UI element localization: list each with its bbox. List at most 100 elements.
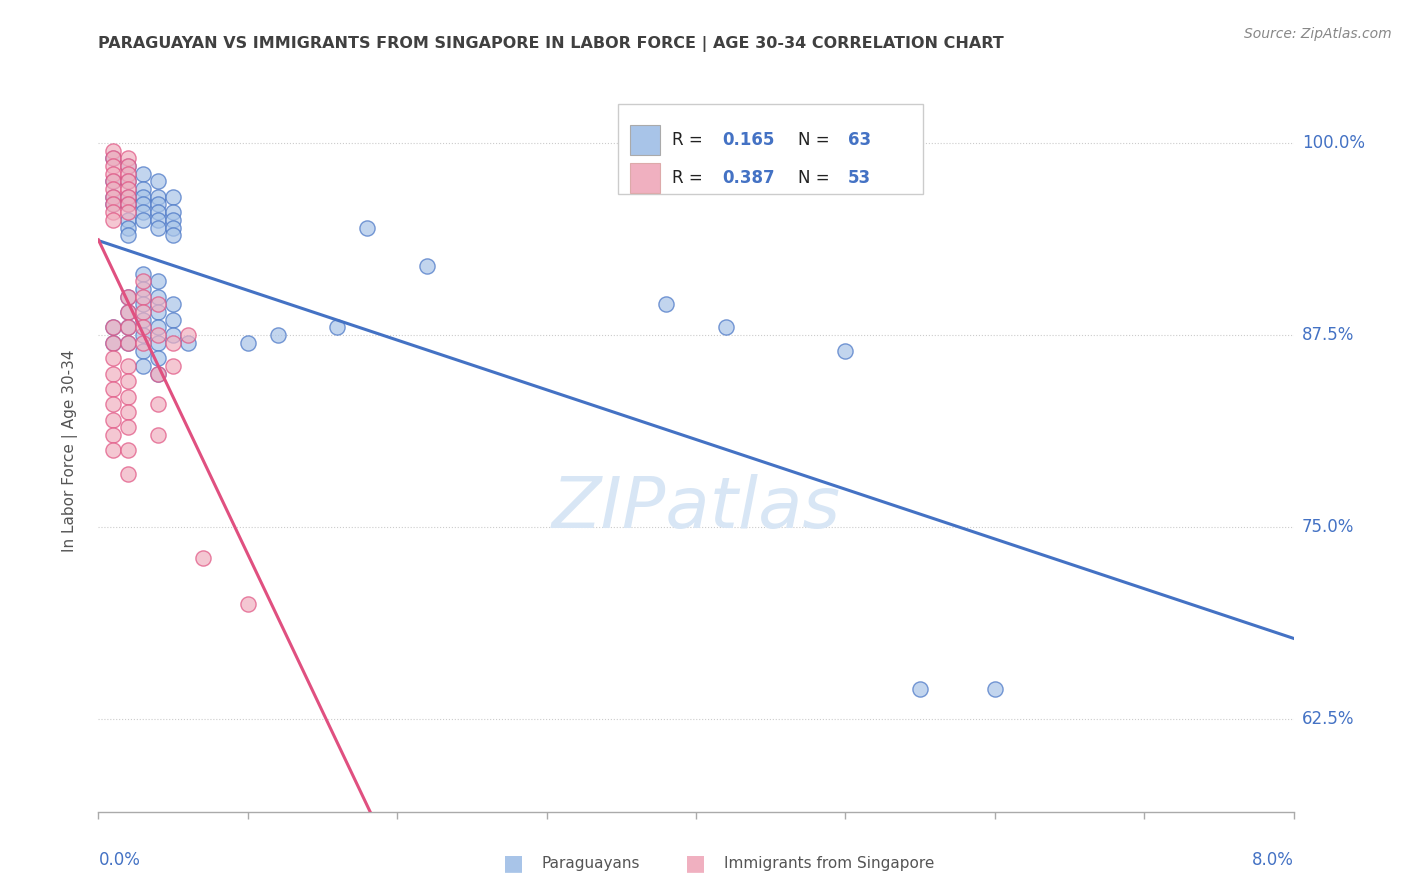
Point [103,167,125,181]
Point [177,335,200,350]
Text: Source: ZipAtlas.com: Source: ZipAtlas.com [1244,27,1392,41]
Point [117,320,139,334]
Point [148,320,170,334]
Text: ■: ■ [503,854,523,873]
Point [834,343,856,358]
Text: 100.0%: 100.0% [1302,134,1365,152]
Point [117,190,139,204]
Point [148,205,170,219]
Point [117,220,139,235]
Point [103,320,125,334]
Point [132,267,155,281]
Point [162,335,184,350]
Point [132,205,155,219]
Point [132,335,155,350]
Text: N =: N = [797,169,834,186]
Point [148,220,170,235]
Point [132,274,155,288]
Point [117,182,139,196]
Point [103,159,125,173]
Point [162,328,184,343]
FancyBboxPatch shape [619,103,922,194]
Text: R =: R = [672,169,709,186]
Point [162,205,184,219]
Point [117,197,139,211]
Point [714,320,737,334]
Point [103,197,125,211]
Point [132,212,155,227]
Point [162,190,184,204]
Point [103,428,125,442]
Point [103,152,125,166]
Point [117,467,139,481]
Point [103,320,125,334]
Point [132,359,155,373]
Text: 53: 53 [848,169,870,186]
Point [148,212,170,227]
Point [103,367,125,381]
Point [162,297,184,311]
Point [148,335,170,350]
Point [162,313,184,327]
Point [148,328,170,343]
Point [148,428,170,442]
Point [132,320,155,334]
Text: ■: ■ [686,854,706,873]
FancyBboxPatch shape [630,162,661,193]
Point [117,174,139,188]
Point [117,420,139,434]
Point [148,197,170,211]
Point [117,359,139,373]
Point [103,351,125,366]
Point [148,351,170,366]
Point [132,282,155,296]
Point [103,335,125,350]
Point [117,167,139,181]
Point [103,152,125,166]
Point [117,228,139,243]
Point [117,212,139,227]
Point [356,220,378,235]
Point [148,190,170,204]
Point [103,190,125,204]
Point [177,328,200,343]
Point [103,174,125,188]
Point [132,313,155,327]
Point [103,182,125,196]
Point [117,443,139,458]
Point [117,305,139,319]
Text: N =: N = [797,131,834,149]
Point [132,182,155,196]
Text: R =: R = [672,131,709,149]
Point [132,290,155,304]
Point [103,212,125,227]
Text: Immigrants from Singapore: Immigrants from Singapore [724,856,935,871]
Point [148,290,170,304]
Point [326,320,349,334]
Point [117,320,139,334]
Point [162,220,184,235]
Point [117,290,139,304]
Point [655,297,678,311]
Point [132,297,155,311]
Point [117,405,139,419]
Point [236,335,259,350]
Point [132,305,155,319]
Point [117,159,139,173]
Text: PARAGUAYAN VS IMMIGRANTS FROM SINGAPORE IN LABOR FORCE | AGE 30-34 CORRELATION C: PARAGUAYAN VS IMMIGRANTS FROM SINGAPORE … [98,36,1004,52]
Y-axis label: In Labor Force | Age 30-34: In Labor Force | Age 30-34 [62,349,77,552]
Text: 0.387: 0.387 [723,169,775,186]
Text: 8.0%: 8.0% [1251,851,1294,869]
Point [148,367,170,381]
Text: Paraguayans: Paraguayans [541,856,640,871]
Point [148,274,170,288]
Point [117,290,139,304]
Point [148,367,170,381]
Point [103,144,125,158]
Point [162,212,184,227]
Point [132,167,155,181]
Point [117,174,139,188]
Point [267,328,290,343]
Point [162,228,184,243]
Point [148,397,170,411]
